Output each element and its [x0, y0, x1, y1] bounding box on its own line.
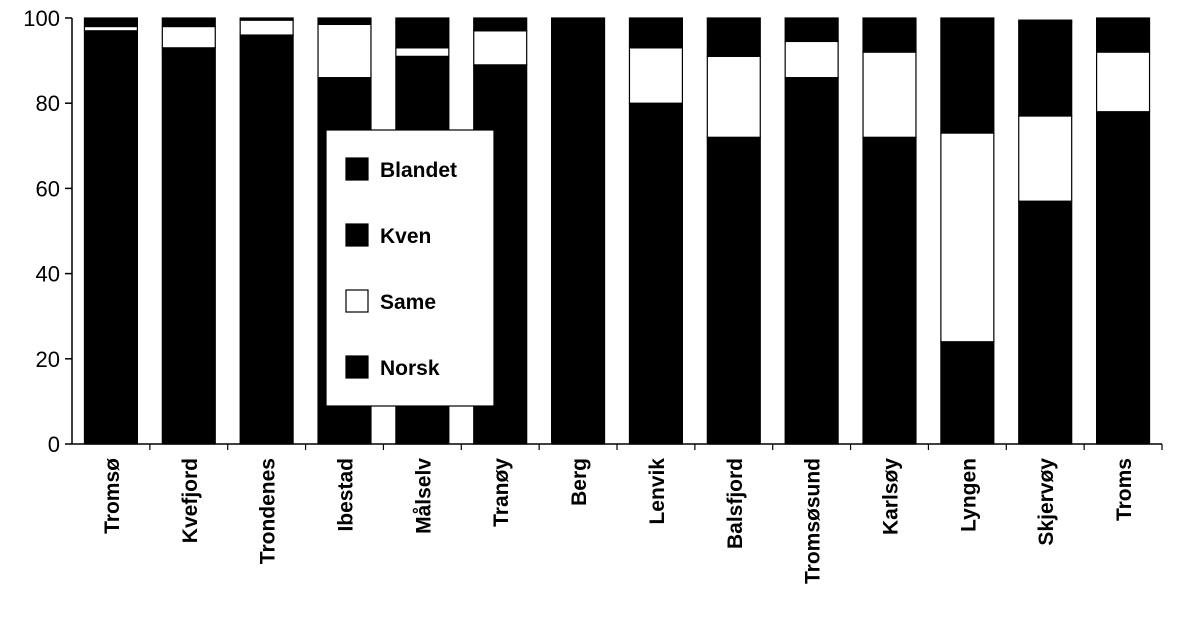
legend-label-blandet: Blandet [380, 159, 457, 182]
bar-segment-norsk [784, 77, 839, 445]
bar-group [161, 17, 216, 445]
bar-segment-same [473, 30, 528, 66]
y-tick-label: 80 [36, 91, 60, 116]
bar-group [550, 17, 606, 445]
y-tick-label: 60 [36, 176, 60, 201]
bar-group [940, 17, 995, 445]
bar-segment-norsk [239, 34, 294, 445]
bar-segment-same [83, 25, 139, 32]
y-tick-label: 40 [36, 262, 60, 287]
y-tick-label: 20 [36, 347, 60, 372]
category-label: Tranøy [490, 458, 513, 527]
bar-group [1095, 17, 1151, 445]
bar-segment-kven [317, 19, 372, 25]
bar-segment-blandet [317, 17, 372, 21]
bar-segment-kven [628, 17, 684, 49]
bar-group [862, 17, 917, 445]
category-label: Balsfjord [724, 458, 747, 549]
bar-segment-norsk [628, 102, 684, 445]
bar-segment-same [161, 25, 216, 49]
bar-segment-blandet [1018, 19, 1073, 23]
bar-group [1018, 19, 1073, 445]
bar-segment-same [862, 51, 917, 138]
bar-group [784, 17, 839, 445]
bar-segment-same [317, 23, 372, 79]
bar-group [239, 17, 294, 445]
bar-segment-same [706, 55, 761, 138]
bar-segment-kven [239, 17, 294, 21]
bar-segment-same [239, 19, 294, 36]
legend-label-norsk: Norsk [380, 357, 440, 380]
bar-segment-norsk [161, 47, 216, 445]
bar-segment-kven [940, 17, 995, 134]
y-tick-label: 0 [48, 432, 60, 457]
category-label: Kvefjord [179, 458, 202, 543]
category-label: Berg [568, 458, 591, 506]
bar-segment-kven [161, 17, 216, 28]
legend-swatch-same [345, 289, 369, 313]
bar-segment-same [628, 47, 684, 104]
category-label: Karlsøy [880, 458, 903, 535]
legend-swatch-norsk [345, 355, 369, 379]
axes-layer: 0 20 40 60 80 100 [23, 6, 1163, 457]
category-labels: Tromsø Kvefjord Trondenes Ibestad Målselv Tra… [101, 458, 1136, 584]
category-label: Tromsø [101, 458, 124, 534]
category-label: Trondenes [257, 458, 280, 564]
bar-segment-kven [1018, 21, 1073, 117]
legend-label-same: Same [380, 291, 436, 314]
bar-segment-kven [83, 17, 139, 28]
bar-segment-kven [395, 21, 450, 49]
category-label: Tromsøsund [802, 458, 825, 584]
category-label: Målselv [412, 458, 435, 534]
bars-layer [83, 17, 1151, 445]
bar-segment-norsk [706, 136, 761, 445]
bar-segment-kven [473, 17, 528, 32]
y-tick-label: 100 [23, 6, 60, 31]
category-label: Lyngen [957, 458, 980, 532]
bar-segment-norsk [550, 17, 606, 445]
bar-segment-kven [862, 17, 917, 53]
bar-segment-norsk [862, 136, 917, 445]
bar-segment-same [1018, 115, 1073, 202]
bar-segment-same [940, 132, 995, 343]
legend: Blandet Kven Same Norsk [325, 129, 495, 407]
bar-group [628, 17, 684, 445]
bar-segment-kven [1095, 17, 1151, 53]
bar-segment-norsk [1018, 200, 1073, 445]
bar-segment-same [395, 47, 450, 57]
legend-swatch-kven [345, 223, 369, 247]
category-label: Lenvik [646, 458, 669, 525]
legend-swatch-blandet [345, 157, 369, 181]
category-label: Skjervøy [1035, 458, 1058, 546]
bar-segment-kven [784, 17, 839, 43]
category-label: Ibestad [335, 458, 358, 532]
bar-segment-norsk [1095, 111, 1151, 445]
bar-segment-norsk [940, 341, 995, 445]
bar-segment-norsk [83, 30, 139, 445]
category-label: Troms [1113, 458, 1136, 521]
bar-segment-kven [706, 17, 761, 57]
bar-segment-blandet [395, 17, 450, 23]
bar-group [83, 17, 139, 445]
bar-group [706, 17, 761, 445]
bar-segment-same [784, 40, 839, 79]
legend-label-kven: Kven [380, 225, 431, 248]
bar-segment-same [1095, 51, 1151, 113]
